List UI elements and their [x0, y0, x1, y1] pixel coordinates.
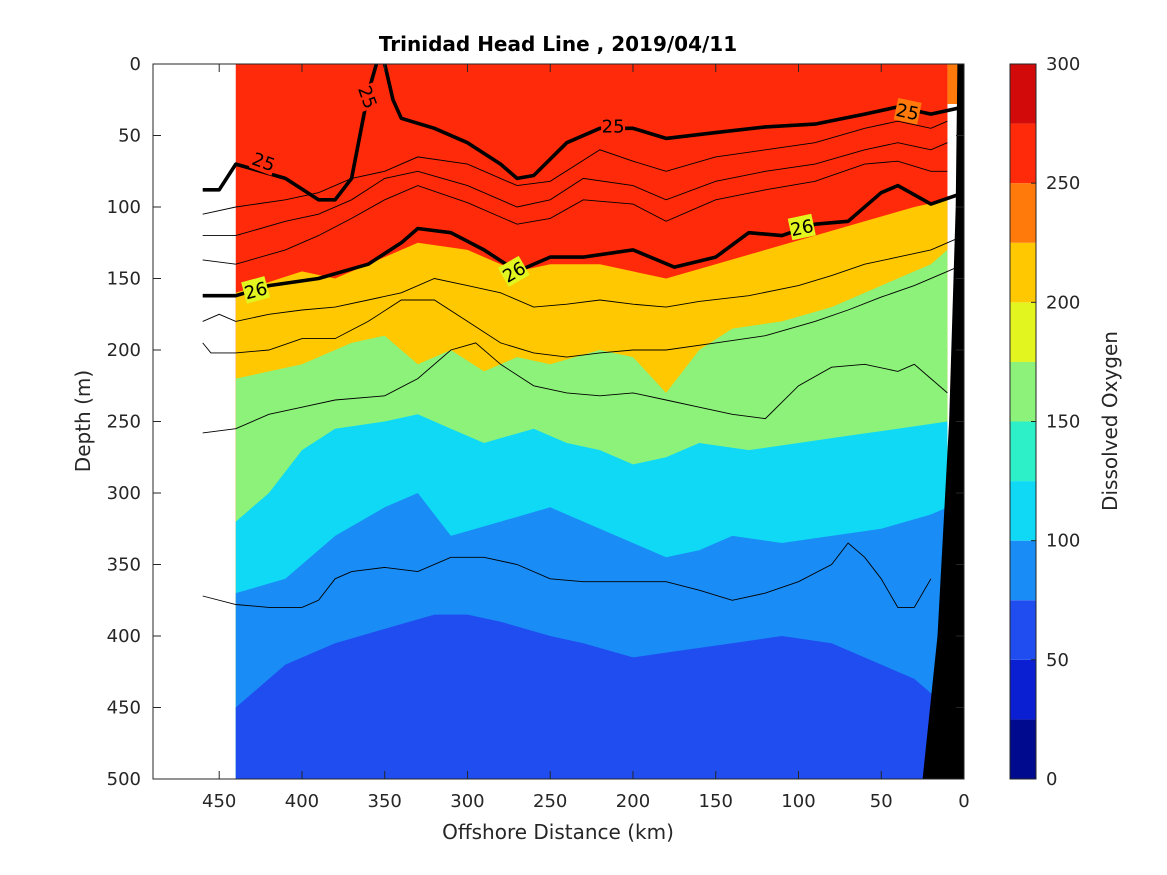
x-tick-label-3: 300: [450, 791, 484, 812]
colorbar-tick-label-5: 250: [1046, 173, 1080, 194]
y-tick-label-2: 100: [107, 197, 141, 218]
colorbar-swatch-8: [1010, 242, 1036, 303]
x-tick-label-6: 150: [699, 791, 733, 812]
contour-label-bg-4: [241, 276, 271, 304]
thin-contour-5: [202, 342, 948, 434]
colorbar-swatch-7: [1010, 302, 1036, 362]
contour-label-bg-1: [248, 146, 279, 176]
y-tick-label-3: 150: [107, 269, 141, 290]
colorbar-swatch-9: [1010, 183, 1036, 243]
contour-label-bg-2: [601, 114, 626, 137]
y-tick-label-10: 500: [107, 769, 141, 790]
contour-label-group-4: 26: [241, 276, 271, 304]
y-axis-title: Depth (m): [71, 370, 95, 472]
thin-contour-0: [202, 120, 948, 215]
colorbar-swatch-11: [1010, 64, 1036, 124]
thin-contour-4: [202, 263, 964, 358]
thin-contour-1: [202, 142, 948, 237]
chart-title: Trinidad Head Line , 2019/04/11: [379, 32, 737, 56]
y-tick-label-7: 350: [107, 555, 141, 576]
y-tick-label-0: 0: [130, 54, 141, 75]
contour-label-6: 26: [789, 216, 816, 241]
colorbar-tick-label-2: 100: [1046, 531, 1080, 552]
thin-contour-2: [202, 160, 948, 265]
colorbar-title: Dissolved Oxygen: [1098, 331, 1122, 511]
y-tick-label-1: 50: [118, 126, 141, 147]
colorbar-swatch-6: [1010, 361, 1036, 422]
seafloor-bathymetry: [922, 64, 964, 779]
contour-label-bg-0: [353, 81, 383, 112]
field-band-50: [235, 614, 948, 779]
isopycnal-25-0: [202, 64, 379, 202]
thin-contour-6: [202, 542, 932, 608]
contour-label-2: 25: [602, 117, 625, 138]
contour-label-group-2: 25: [601, 114, 626, 138]
colorbar-tick-label-6: 300: [1046, 54, 1080, 75]
colorbar-tick-label-4: 200: [1046, 292, 1080, 313]
x-tick-label-0: 450: [202, 791, 236, 812]
x-tick-label-7: 100: [781, 791, 815, 812]
colorbar-swatch-4: [1010, 481, 1036, 541]
contour-label-3: 25: [894, 100, 921, 125]
colorbar-swatch-2: [1010, 600, 1036, 660]
x-tick-label-4: 250: [533, 791, 567, 812]
x-tick-label-1: 400: [285, 791, 319, 812]
y-tick-label-5: 250: [107, 412, 141, 433]
x-axis-title: Offshore Distance (km): [442, 820, 674, 844]
isopycnal-26-2: [202, 183, 964, 298]
contour-label-bg-5: [497, 255, 530, 287]
y-tick-label-8: 400: [107, 626, 141, 647]
thin-contour-3: [202, 235, 964, 322]
x-tick-label-5: 200: [616, 791, 650, 812]
x-tick-label-8: 50: [870, 791, 893, 812]
colorbar-swatch-5: [1010, 421, 1036, 482]
contour-label-bg-3: [893, 97, 922, 125]
isopycnal-25-1: [382, 64, 964, 181]
colorbar-swatch-10: [1010, 123, 1036, 184]
y-tick-label-6: 300: [107, 483, 141, 504]
contour-label-group-0: 25: [353, 81, 383, 112]
x-tick-label-9: 0: [958, 791, 969, 812]
y-tick-label-9: 450: [107, 698, 141, 719]
colorbar-tick-label-0: 0: [1046, 769, 1057, 790]
y-tick-label-4: 200: [107, 340, 141, 361]
contour-label-group-3: 25: [893, 97, 922, 125]
x-tick-label-2: 350: [368, 791, 402, 812]
colorbar-tick-label-3: 150: [1046, 412, 1080, 433]
colorbar-tick-label-1: 50: [1046, 650, 1069, 671]
colorbar-swatch-1: [1010, 659, 1036, 720]
contour-label-bg-6: [787, 213, 816, 241]
contour-label-group-6: 26: [787, 213, 816, 241]
colorbar-swatch-3: [1010, 540, 1036, 601]
colorbar-swatch-0: [1010, 719, 1036, 779]
